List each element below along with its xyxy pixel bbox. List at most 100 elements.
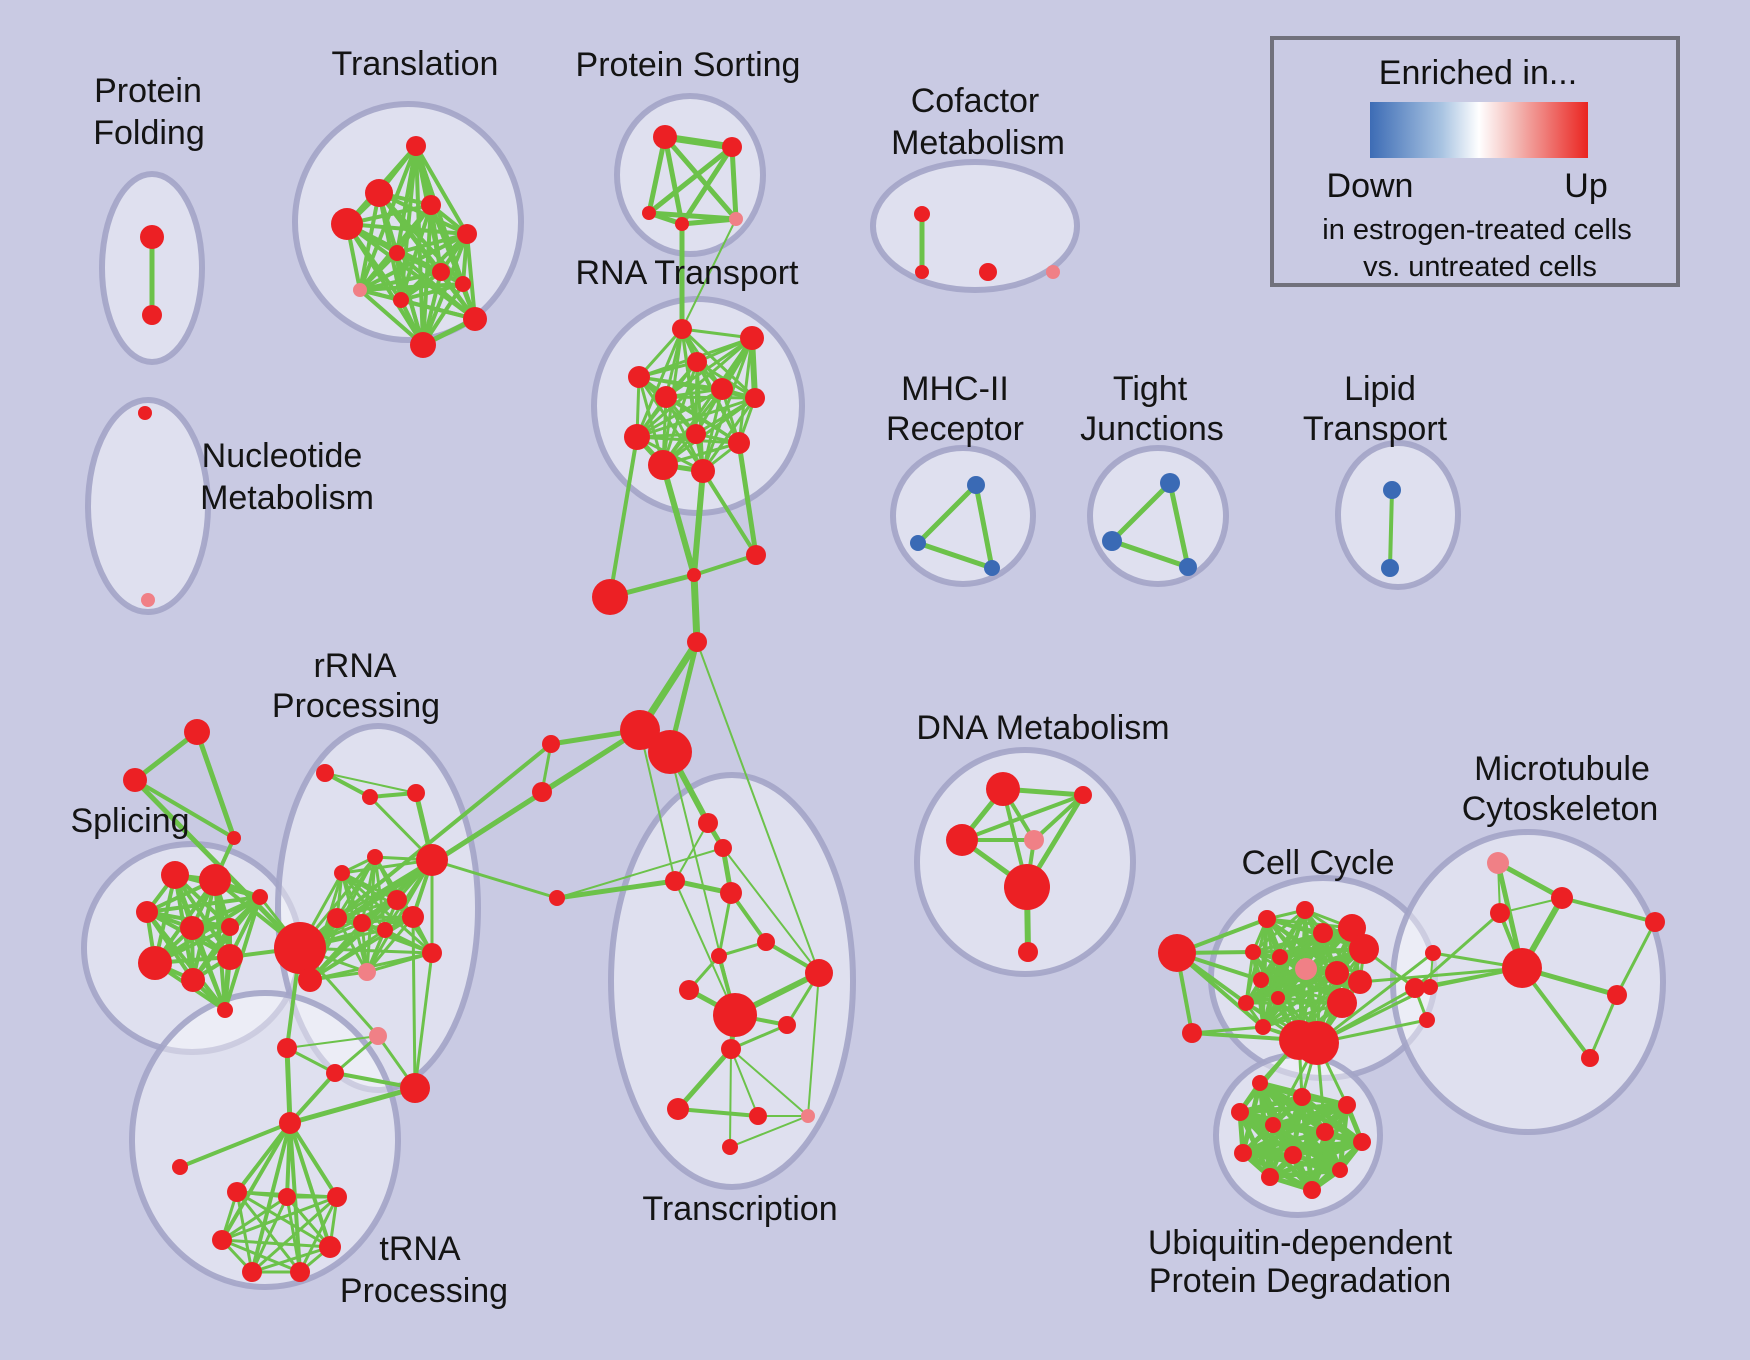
node-trna-4[interactable] [327, 1187, 347, 1207]
node-trna-6[interactable] [319, 1236, 341, 1258]
node-dna_metabolism-1[interactable] [1074, 786, 1092, 804]
node-cofactor-0[interactable] [914, 206, 930, 222]
node-cell_cycle-13[interactable] [1271, 991, 1285, 1005]
node-rna_transport-2[interactable] [687, 352, 707, 372]
node-transcription-3[interactable] [714, 839, 732, 857]
node-splicing-10[interactable] [181, 968, 205, 992]
node-ubiquitin-1[interactable] [1252, 1075, 1268, 1091]
node-microtubule-8[interactable] [1581, 1049, 1599, 1067]
node-rna_transport-6[interactable] [745, 388, 765, 408]
node-protein_folding-0[interactable] [140, 225, 164, 249]
node-connectors-2[interactable] [746, 545, 766, 565]
node-splicing-3[interactable] [161, 861, 189, 889]
node-cofactor-2[interactable] [979, 263, 997, 281]
node-cell_cycle-19[interactable] [1405, 978, 1425, 998]
node-transcription-0[interactable] [620, 710, 660, 750]
node-translation-3[interactable] [331, 208, 363, 240]
node-cell_cycle-9[interactable] [1325, 961, 1349, 985]
node-protein_sorting-1[interactable] [722, 137, 742, 157]
node-dna_metabolism-2[interactable] [946, 824, 978, 856]
node-transcription-17[interactable] [722, 1139, 738, 1155]
node-rrna-5[interactable] [334, 865, 350, 881]
node-translation-9[interactable] [463, 307, 487, 331]
node-rrna-16[interactable] [277, 1038, 297, 1058]
node-trna-3[interactable] [278, 1188, 296, 1206]
node-dna_metabolism-5[interactable] [1018, 942, 1038, 962]
node-rrna-13[interactable] [422, 943, 442, 963]
node-mhc_receptor-2[interactable] [984, 560, 1000, 576]
node-rrna-1[interactable] [362, 789, 378, 805]
node-ubiquitin-10[interactable] [1261, 1168, 1279, 1186]
node-cell_cycle-18[interactable] [1348, 970, 1372, 994]
node-rrna-11[interactable] [274, 922, 326, 974]
node-ubiquitin-8[interactable] [1284, 1146, 1302, 1164]
node-cell_cycle-16[interactable] [1295, 1021, 1339, 1065]
node-tight_junctions-0[interactable] [1160, 473, 1180, 493]
node-transcription-11[interactable] [713, 993, 757, 1037]
node-microtubule-2[interactable] [1490, 903, 1510, 923]
node-ubiquitin-2[interactable] [1293, 1088, 1311, 1106]
node-translation-4[interactable] [389, 245, 405, 261]
node-dna_metabolism-3[interactable] [1024, 830, 1044, 850]
node-microtubule-3[interactable] [1502, 948, 1542, 988]
node-splicing-12[interactable] [217, 1002, 233, 1018]
node-rrna-6[interactable] [387, 890, 407, 910]
node-mhc_receptor-1[interactable] [910, 535, 926, 551]
node-translation-6[interactable] [432, 263, 450, 281]
node-rna_transport-3[interactable] [628, 366, 650, 388]
node-connectors-0[interactable] [592, 579, 628, 615]
node-splicing-5[interactable] [136, 901, 158, 923]
node-dna_metabolism-4[interactable] [1004, 864, 1050, 910]
node-microtubule-1[interactable] [1551, 887, 1573, 909]
node-rna_transport-7[interactable] [624, 424, 650, 450]
node-translation-2[interactable] [421, 195, 441, 215]
node-microtubule-4[interactable] [1425, 945, 1441, 961]
node-ubiquitin-6[interactable] [1353, 1133, 1371, 1151]
node-rrna-12[interactable] [298, 968, 322, 992]
node-translation-7[interactable] [353, 283, 367, 297]
node-tight_junctions-2[interactable] [1179, 558, 1197, 576]
node-cell_cycle-0[interactable] [1158, 934, 1196, 972]
node-ubiquitin-4[interactable] [1265, 1117, 1281, 1133]
node-translation-11[interactable] [455, 276, 471, 292]
node-microtubule-0[interactable] [1487, 852, 1509, 874]
node-cell_cycle-17[interactable] [1327, 988, 1357, 1018]
node-splicing-1[interactable] [123, 768, 147, 792]
node-transcription-5[interactable] [720, 882, 742, 904]
node-ubiquitin-11[interactable] [1303, 1181, 1321, 1199]
node-rna_transport-9[interactable] [728, 432, 750, 454]
node-rrna-2[interactable] [407, 784, 425, 802]
node-rrna-18[interactable] [400, 1073, 430, 1103]
node-protein_sorting-2[interactable] [642, 206, 656, 220]
node-translation-8[interactable] [393, 292, 409, 308]
node-translation-1[interactable] [365, 179, 393, 207]
node-transcription-8[interactable] [757, 933, 775, 951]
node-trna-1[interactable] [172, 1159, 188, 1175]
node-protein_sorting-3[interactable] [675, 217, 689, 231]
node-ubiquitin-9[interactable] [1332, 1162, 1348, 1178]
node-rrna-4[interactable] [416, 844, 448, 876]
node-splicing-0[interactable] [184, 719, 210, 745]
node-ubiquitin-5[interactable] [1316, 1123, 1334, 1141]
node-tight_junctions-1[interactable] [1102, 531, 1122, 551]
node-cell_cycle-7[interactable] [1272, 949, 1288, 965]
node-translation-10[interactable] [410, 332, 436, 358]
node-protein_sorting-0[interactable] [653, 125, 677, 149]
node-mhc_receptor-0[interactable] [967, 476, 985, 494]
node-lipid_transport-0[interactable] [1383, 481, 1401, 499]
node-trna-0[interactable] [279, 1112, 301, 1134]
node-splicing-8[interactable] [252, 889, 268, 905]
node-splicing-2[interactable] [227, 831, 241, 845]
node-microtubule-5[interactable] [1422, 979, 1438, 995]
node-connectors-3[interactable] [687, 632, 707, 652]
node-rrna-9[interactable] [377, 922, 393, 938]
node-rna_transport-1[interactable] [740, 326, 764, 350]
node-transcription-9[interactable] [805, 959, 833, 987]
node-nucleotide-0[interactable] [138, 406, 152, 420]
node-trna-5[interactable] [212, 1230, 232, 1250]
node-translation-5[interactable] [457, 224, 477, 244]
node-protein_folding-1[interactable] [142, 305, 162, 325]
node-splicing-9[interactable] [138, 946, 172, 980]
node-trna-7[interactable] [242, 1262, 262, 1282]
node-nucleotide-1[interactable] [141, 593, 155, 607]
